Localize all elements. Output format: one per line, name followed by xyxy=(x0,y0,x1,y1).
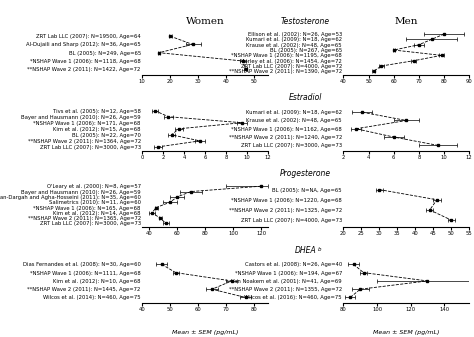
Text: Mean ± SEM (pg/mL): Mean ± SEM (pg/mL) xyxy=(172,330,238,335)
Text: DHEA: DHEA xyxy=(295,246,317,254)
Text: b: b xyxy=(318,247,321,252)
Text: Men: Men xyxy=(395,17,418,26)
Text: Testosterone: Testosterone xyxy=(281,17,330,26)
Text: Mean ± SEM (pg/mL): Mean ± SEM (pg/mL) xyxy=(373,330,439,335)
Text: Progesterone: Progesterone xyxy=(280,170,331,178)
Text: Estradiol: Estradiol xyxy=(289,93,322,102)
Text: Women: Women xyxy=(186,17,225,26)
